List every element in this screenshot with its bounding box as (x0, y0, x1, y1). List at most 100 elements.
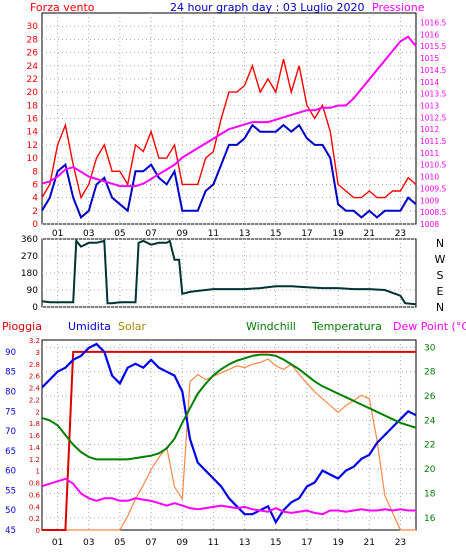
wind-xtick-label: 01 (52, 229, 63, 239)
pressure-ytick-label: 1009.5 (420, 184, 446, 193)
rain-ytick-label: 3.2 (29, 337, 40, 345)
legend-rain: Pioggia (2, 320, 42, 333)
humidity-ytick-label: 70 (5, 427, 16, 437)
wind-xtick-label: 09 (177, 229, 189, 239)
rain-ytick-label: 0.2 (29, 515, 40, 523)
wind-xtick-label: 05 (114, 229, 125, 239)
wind-xtick-label: 11 (208, 229, 219, 239)
legend-humidity: Umidita (68, 320, 111, 333)
rain-series-line (42, 350, 416, 531)
gust-series-line (41, 59, 417, 200)
compass-letter: N (436, 301, 444, 314)
pressure-ytick-label: 1008 (420, 220, 439, 229)
wind-xtick-label: 13 (239, 229, 250, 239)
chart-layer: 02468101214161820222426283010081008.5100… (5, 13, 446, 548)
rain-ytick-label: 2.8 (29, 361, 40, 369)
rain-ytick-label: 0.8 (29, 480, 40, 488)
weather-xtick-label: 07 (145, 538, 156, 548)
humidity-ytick-label: 50 (5, 506, 16, 516)
direction-ytick-label: 270 (21, 252, 38, 262)
temp-ytick-label: 28 (424, 368, 436, 378)
wind-xtick-label: 15 (270, 229, 281, 239)
rain-ytick-label: 2 (36, 408, 40, 416)
chart-title: 24 hour graph day : 03 Luglio 2020 (170, 1, 365, 14)
wind-ytick-label: 26 (27, 49, 39, 59)
legend-temperature: Temperatura (311, 320, 382, 333)
rain-ytick-label: 2.4 (29, 385, 41, 393)
rain-ytick-label: 1.4 (29, 444, 41, 452)
pressure-ytick-label: 1016.5 (420, 18, 446, 27)
temp-ytick-label: 16 (424, 514, 436, 524)
pressure-ytick-label: 1010.5 (420, 161, 446, 170)
rain-ytick-label: 3 (36, 349, 40, 357)
weather-xtick-label: 11 (208, 538, 219, 548)
legend-windchill: Windchill (246, 320, 296, 333)
pressure-ytick-label: 1010 (420, 173, 439, 182)
pressure-ytick-label: 1011 (420, 149, 439, 158)
wind-ytick-label: 14 (27, 128, 39, 138)
wind-ytick-label: 22 (27, 75, 38, 85)
wind-ytick-label: 16 (27, 115, 39, 125)
pressure-ytick-label: 1013.5 (420, 90, 446, 99)
dewpoint-series-line (41, 477, 416, 516)
humidity-ytick-label: 80 (5, 387, 16, 397)
compass-letter: N (436, 237, 444, 250)
temp-ytick-label: 30 (424, 343, 436, 353)
pressure-series-line (41, 35, 417, 188)
direction-ytick-label: 90 (27, 286, 39, 296)
weather-xtick-label: 01 (52, 538, 63, 548)
direction-ytick-label: 360 (21, 235, 38, 245)
temp-ytick-label: 26 (424, 392, 436, 402)
humidity-ytick-label: 55 (5, 486, 16, 496)
humidity-ytick-label: 65 (5, 447, 16, 457)
weather-xtick-label: 19 (332, 538, 344, 548)
weather-xtick-label: 15 (270, 538, 281, 548)
direction-ytick-label: 0 (32, 303, 38, 313)
weather-xtick-label: 23 (395, 538, 406, 548)
weather-xtick-label: 09 (177, 538, 189, 548)
pressure-ytick-label: 1009 (420, 196, 439, 205)
humidity-ytick-label: 45 (5, 526, 16, 536)
wind-ytick-label: 30 (27, 22, 39, 32)
compass-letter: S (437, 269, 444, 282)
pressure-ytick-label: 1013 (420, 101, 439, 110)
pressure-axis-title: Pressione (372, 1, 425, 14)
temp-ytick-label: 18 (424, 489, 436, 499)
wind-ytick-label: 2 (32, 207, 38, 217)
wind-xtick-label: 23 (395, 229, 406, 239)
temperature-series-line (41, 353, 417, 461)
rain-ytick-label: 1.6 (29, 432, 41, 440)
rain-ytick-label: 1.8 (29, 420, 40, 428)
compass-letter: E (437, 285, 444, 298)
pressure-ytick-label: 1014 (420, 78, 439, 87)
wind-ytick-label: 12 (27, 141, 38, 151)
weather-xtick-label: 13 (239, 538, 250, 548)
humidity-series-line (41, 342, 417, 525)
wind-ytick-label: 20 (27, 88, 39, 98)
temp-ytick-label: 22 (424, 441, 435, 451)
pressure-ytick-label: 1008.5 (420, 208, 446, 217)
rain-ytick-label: 0.6 (29, 491, 41, 499)
wind-xtick-label: 19 (332, 229, 344, 239)
weather-xtick-label: 17 (301, 538, 312, 548)
wind-axis-title: Forza vento (30, 1, 95, 14)
weather-panel-frame (41, 339, 417, 531)
wind-ytick-label: 4 (32, 194, 38, 204)
weather-xtick-label: 21 (364, 538, 375, 548)
pressure-ytick-label: 1012.5 (420, 113, 446, 122)
pressure-ytick-label: 1011.5 (420, 137, 446, 146)
humidity-ytick-label: 90 (5, 348, 16, 358)
humidity-ytick-label: 60 (5, 467, 16, 477)
temp-ytick-label: 20 (424, 465, 436, 475)
rain-ytick-label: 0.4 (29, 503, 41, 511)
wind-ytick-label: 0 (32, 220, 38, 230)
rain-ytick-label: 2.2 (29, 396, 40, 404)
wind-ytick-label: 28 (27, 35, 39, 45)
direction-ytick-label: 180 (21, 269, 38, 279)
rain-ytick-label: 1 (36, 468, 40, 476)
wind-series-line (41, 123, 417, 220)
wind-ytick-label: 24 (27, 62, 39, 72)
compass-letter: W (435, 253, 446, 266)
